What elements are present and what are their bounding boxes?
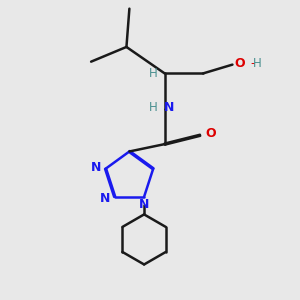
Text: O: O xyxy=(205,127,216,140)
Text: H: H xyxy=(149,67,158,80)
Text: O: O xyxy=(235,57,245,70)
Text: N: N xyxy=(139,199,149,212)
Text: N: N xyxy=(91,161,101,174)
Text: N: N xyxy=(164,101,174,114)
Text: H: H xyxy=(253,57,262,70)
Text: N: N xyxy=(100,192,110,205)
Text: -: - xyxy=(250,57,255,70)
Text: H: H xyxy=(149,101,158,114)
